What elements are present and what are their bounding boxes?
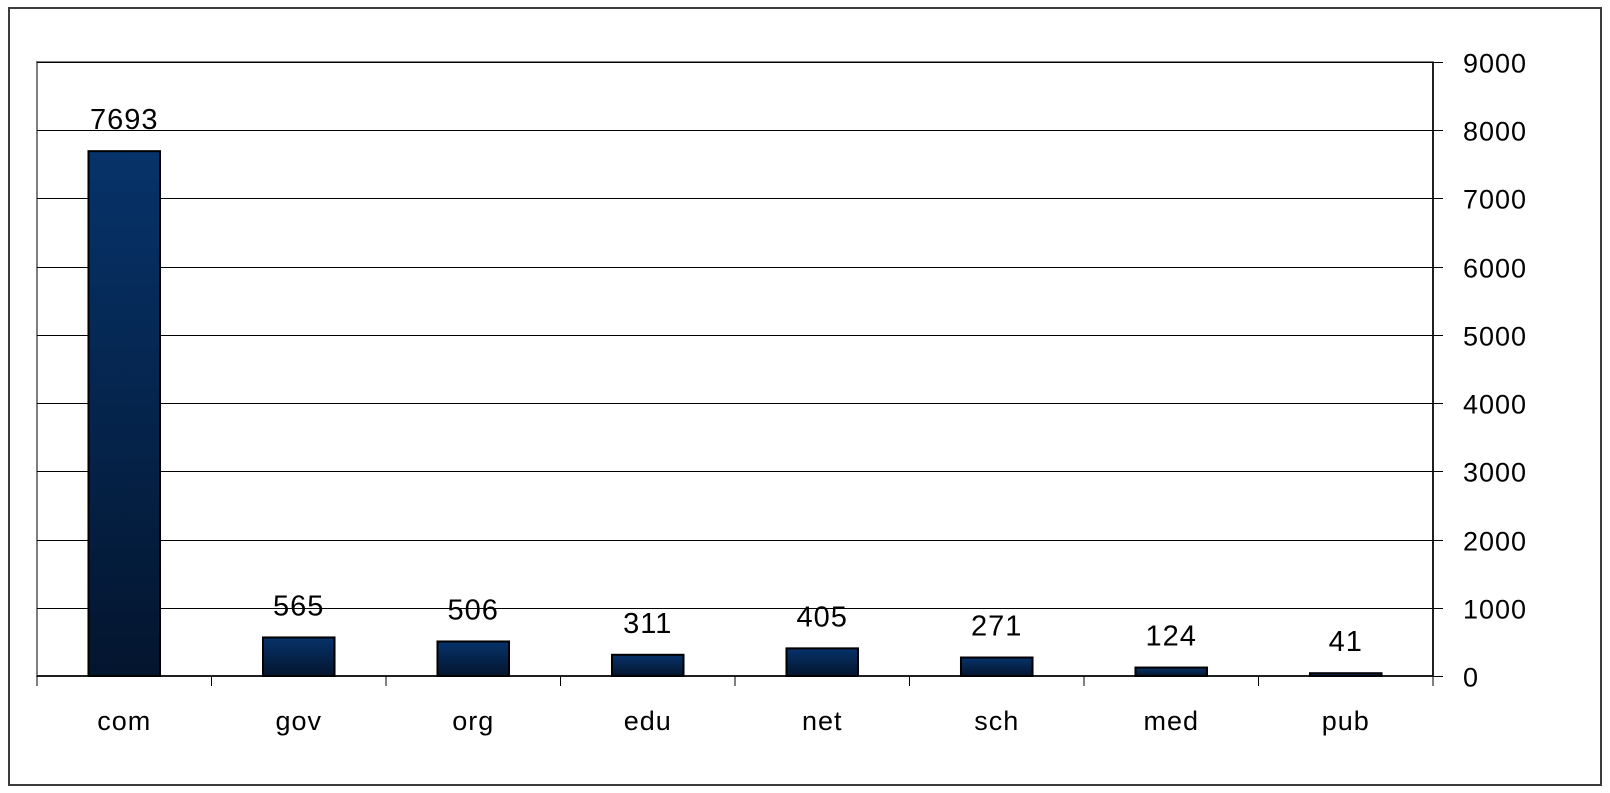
bar-org xyxy=(436,640,511,677)
data-label-org: 506 xyxy=(448,594,499,626)
x-tick-label-pub: pub xyxy=(1322,706,1370,736)
y-tick-label-3000: 3000 xyxy=(1463,458,1527,488)
data-label-sch: 271 xyxy=(971,611,1022,643)
y-tick-label-4000: 4000 xyxy=(1463,390,1527,420)
bar-edu xyxy=(610,653,685,678)
x-tick-label-gov: gov xyxy=(275,706,322,736)
y-tick-label-2000: 2000 xyxy=(1463,527,1527,557)
labels: 7693 com 565 gov 506 org 311 edu 405 net 271 sch 124… xyxy=(90,49,1527,737)
x-tick-label-med: med xyxy=(1143,706,1199,736)
x-tick-label-sch: sch xyxy=(974,706,1019,736)
x-tick-label-com: com xyxy=(97,706,151,736)
bar-med xyxy=(1134,666,1209,678)
y-tick-label-0: 0 xyxy=(1463,663,1479,693)
axes xyxy=(36,62,1443,686)
y-tick-label-1000: 1000 xyxy=(1463,595,1527,625)
bar-gov xyxy=(261,636,336,678)
data-label-edu: 311 xyxy=(623,608,672,640)
grid-lines xyxy=(36,61,1434,677)
y-tick-label-7000: 7000 xyxy=(1463,185,1527,215)
data-label-net: 405 xyxy=(797,601,848,633)
x-tick-label-net: net xyxy=(802,706,843,736)
bar-net xyxy=(785,647,860,677)
plot-area-border xyxy=(36,61,1434,677)
bar-sch xyxy=(959,656,1034,678)
data-label-med: 124 xyxy=(1146,621,1197,653)
y-tick-label-6000: 6000 xyxy=(1463,254,1527,284)
y-tick-label-8000: 8000 xyxy=(1463,117,1527,147)
bar-com xyxy=(87,150,162,677)
x-tick-label-org: org xyxy=(452,706,494,736)
x-tick-label-edu: edu xyxy=(624,706,672,736)
y-tick-label-9000: 9000 xyxy=(1463,49,1527,79)
data-label-com: 7693 xyxy=(90,104,159,136)
data-label-pub: 41 xyxy=(1329,626,1363,658)
data-label-gov: 565 xyxy=(273,590,324,622)
y-tick-label-5000: 5000 xyxy=(1463,322,1527,352)
